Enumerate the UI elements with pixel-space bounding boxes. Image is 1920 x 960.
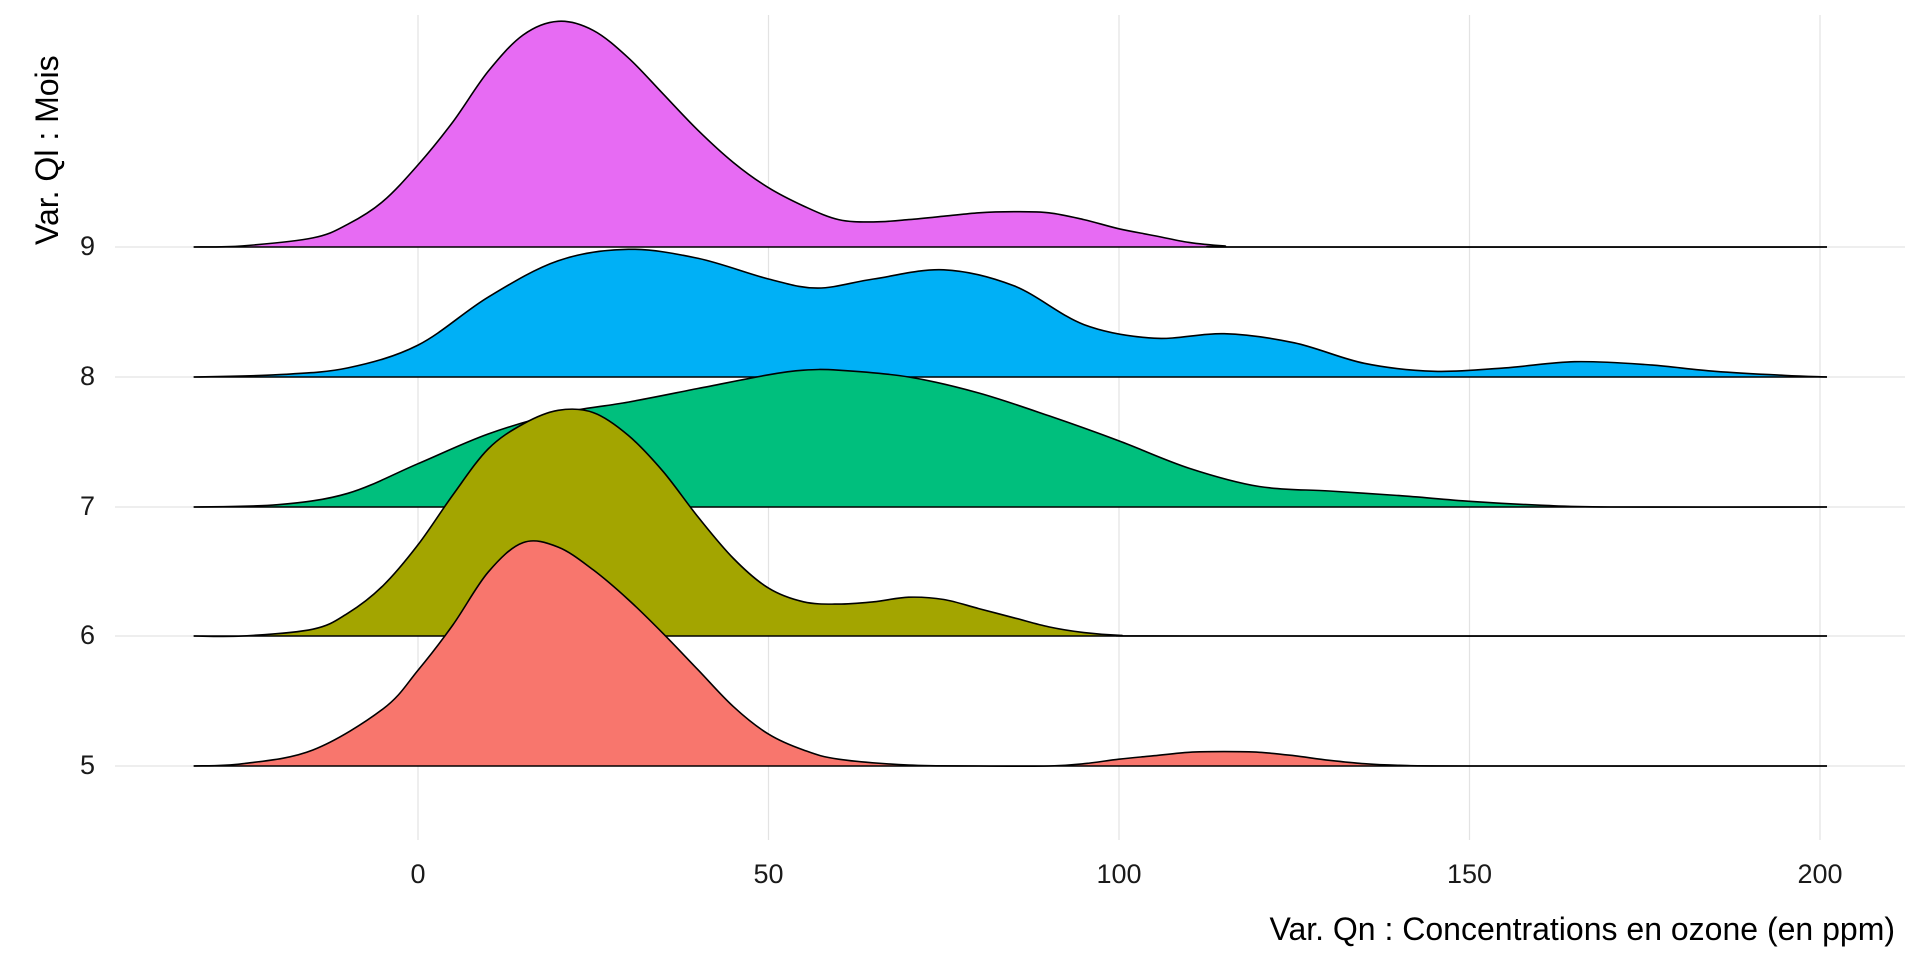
ridge-outline-9	[193, 20, 1828, 248]
ridge-month-7	[193, 368, 1828, 508]
x-tick-label-0: 0	[410, 859, 425, 889]
tick-layer: 5 6 7 8 9 0 50 100 150 200	[80, 231, 1843, 889]
ridge-outline-8	[193, 248, 1828, 378]
y-axis-title: Var. Ql : Mois	[29, 55, 65, 245]
x-tick-label-50: 50	[753, 859, 783, 889]
y-tick-label-9: 9	[80, 231, 95, 261]
y-tick-label-7: 7	[80, 491, 95, 521]
ridge-month-9	[193, 20, 1828, 248]
ridge-outline-6	[193, 408, 1828, 638]
ridge-outline-5	[193, 540, 1828, 768]
ridge-fill-5	[193, 540, 1828, 767]
ridge-outline-7	[193, 368, 1828, 508]
y-tick-label-6: 6	[80, 620, 95, 650]
x-tick-label-100: 100	[1096, 859, 1141, 889]
ridge-layer	[193, 20, 1828, 768]
ridge-fill-7	[193, 369, 1828, 508]
x-tick-label-150: 150	[1447, 859, 1492, 889]
ridge-fill-9	[193, 21, 1828, 248]
ridge-month-5	[193, 540, 1828, 768]
y-tick-label-5: 5	[80, 750, 95, 780]
x-tick-label-200: 200	[1797, 859, 1842, 889]
ridge-fill-8	[193, 249, 1828, 377]
x-axis-title: Var. Qn : Concentrations en ozone (en pp…	[1269, 911, 1895, 947]
y-tick-label-8: 8	[80, 361, 95, 391]
ridge-month-8	[193, 248, 1828, 378]
